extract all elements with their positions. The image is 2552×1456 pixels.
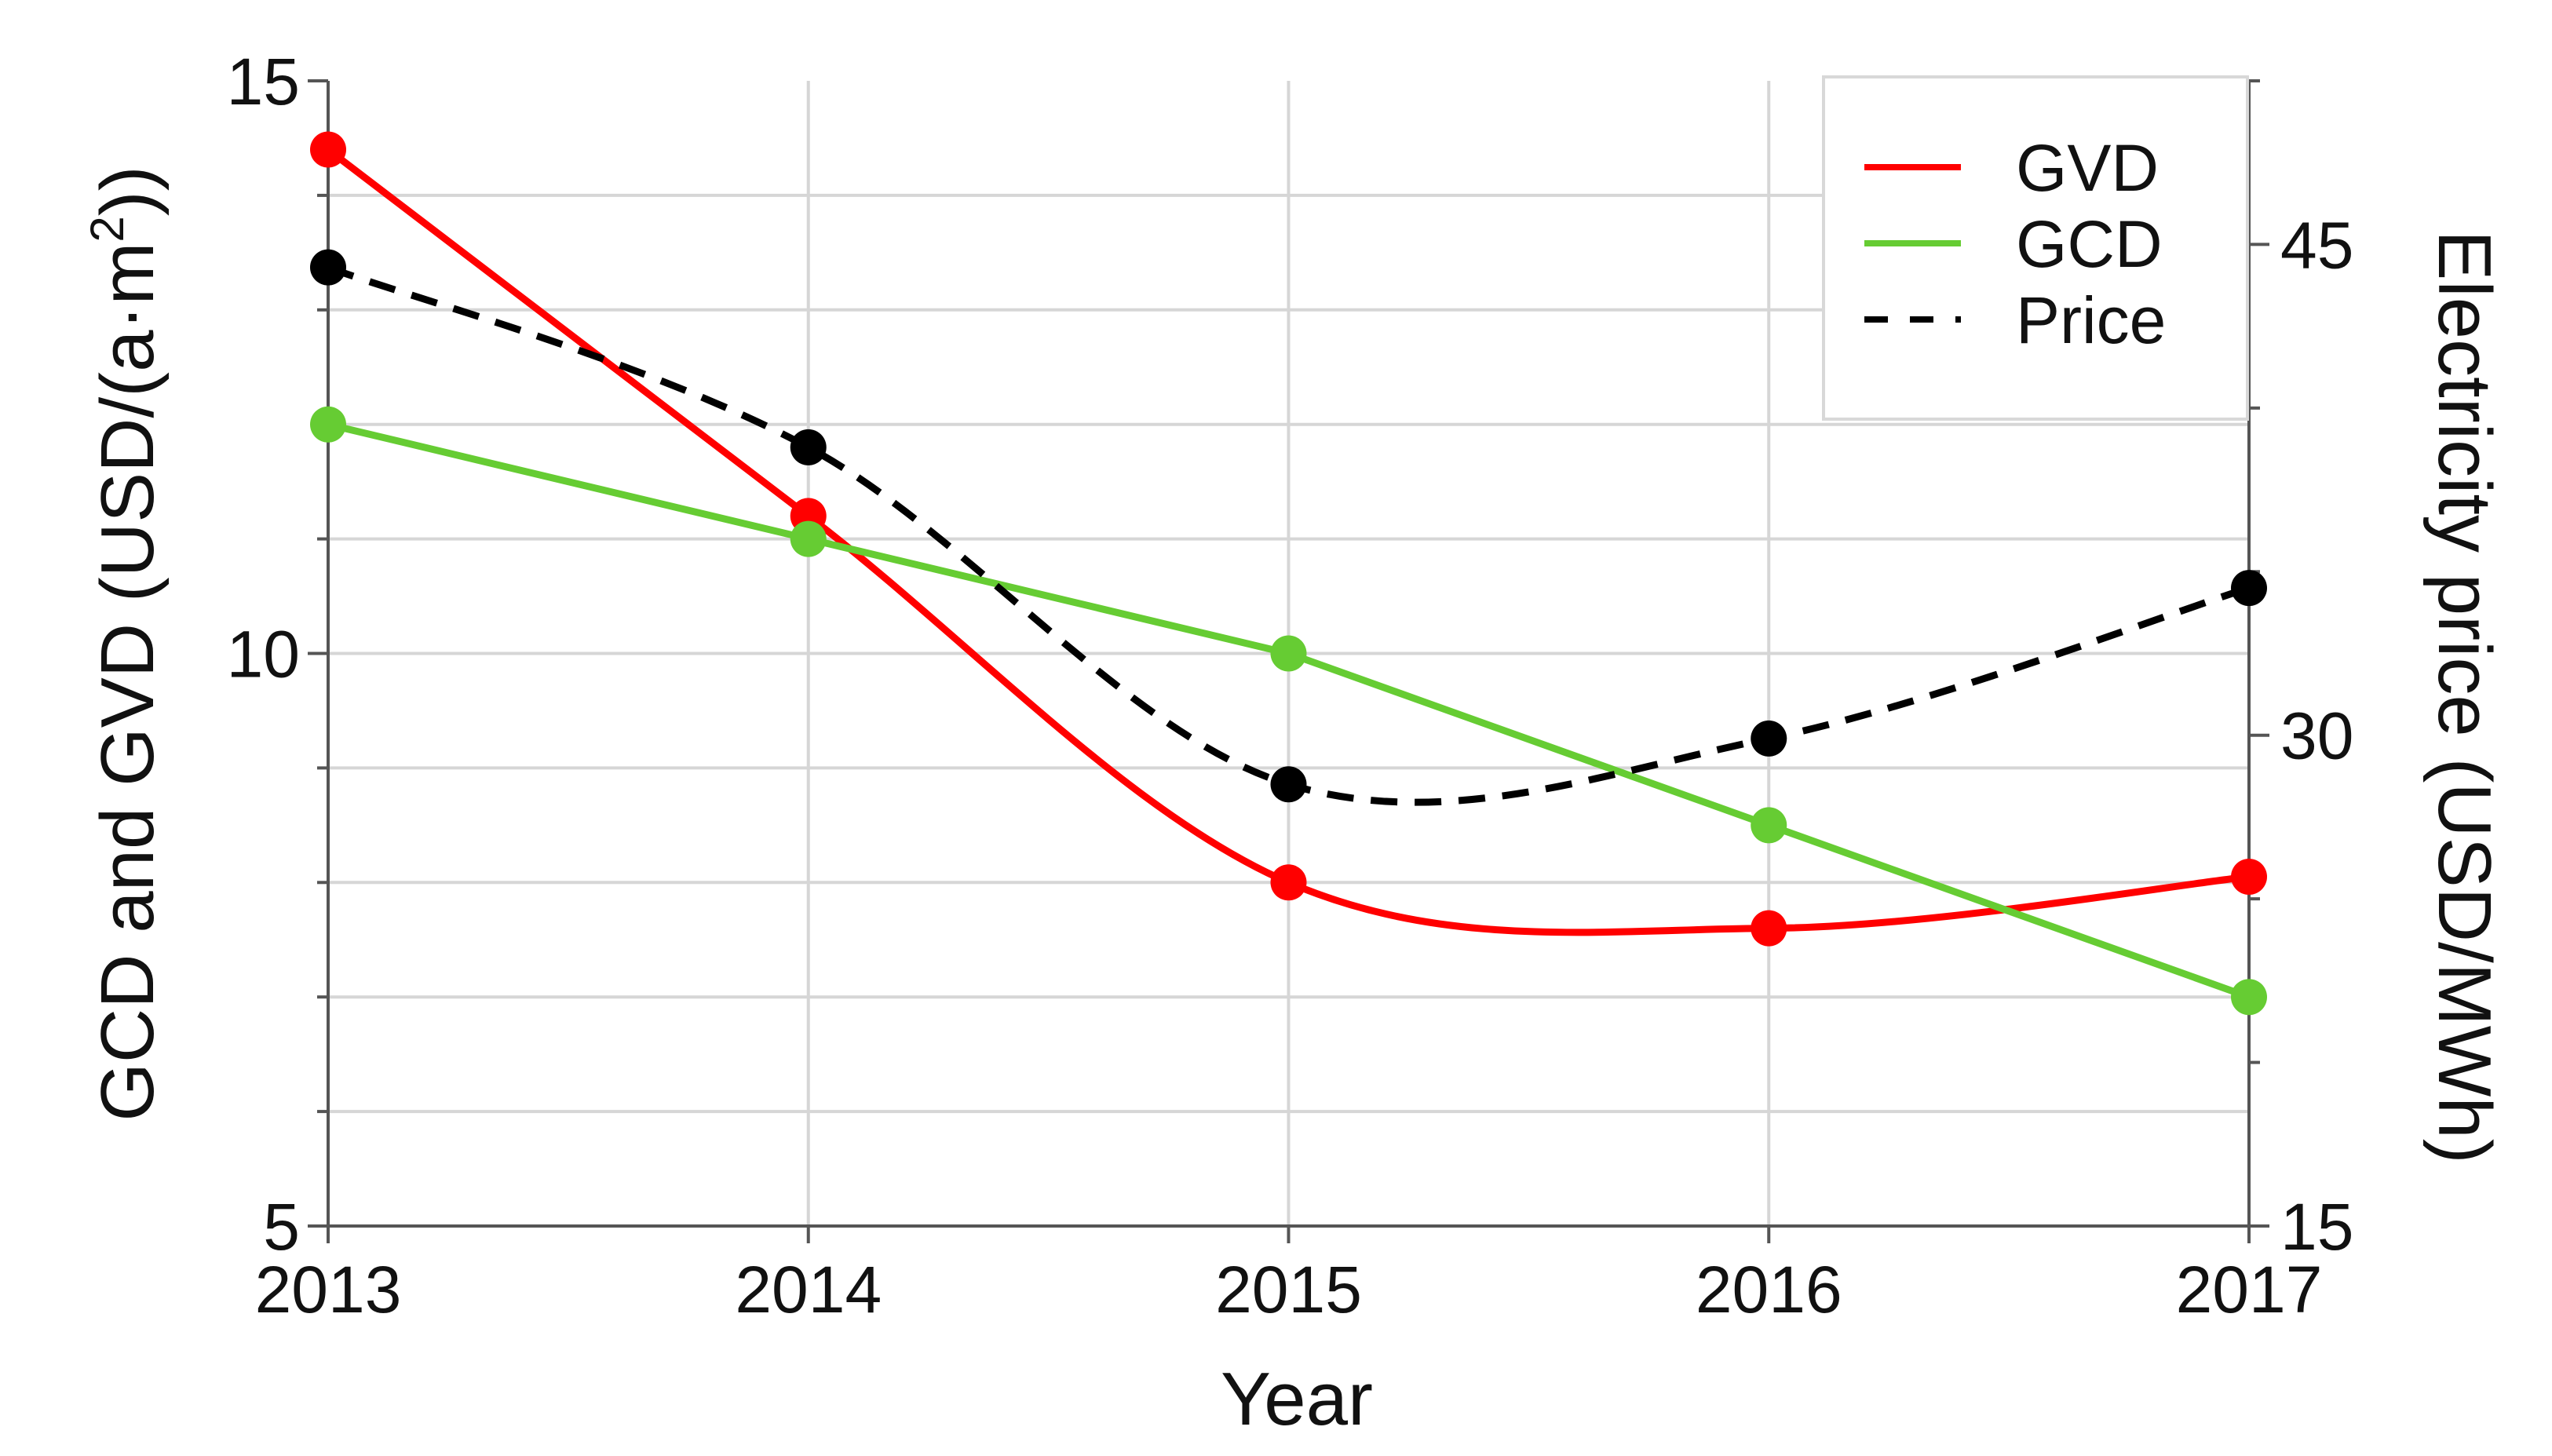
x-tick-label: 2014 <box>735 1253 882 1326</box>
y-left-tick-label: 5 <box>263 1190 300 1264</box>
x-axis-title: Year <box>1221 1357 1373 1441</box>
y-left-tick-label: 10 <box>227 618 300 692</box>
tick-labels: 2013 2014 2015 2016 2017 5 10 15 15 30 45 <box>227 45 2354 1326</box>
data-point-gcd <box>310 406 346 443</box>
data-point-gcd <box>1270 635 1307 672</box>
y-right-axis-title: Electricity price (USD/MWh) <box>2422 230 2506 1163</box>
data-point-gcd <box>2231 979 2267 1016</box>
x-tick-label: 2013 <box>255 1253 402 1326</box>
legend-label-price: Price <box>2016 283 2166 357</box>
x-tick-label: 2015 <box>1215 1253 1362 1326</box>
legend-label-gcd: GCD <box>2016 207 2163 281</box>
data-point-price <box>1751 720 1787 757</box>
data-point-gvd <box>2231 859 2267 896</box>
data-point-price <box>1270 766 1307 803</box>
data-point-gcd <box>790 520 827 557</box>
y-left-axis-title: GCD and GVD (USD/(a·m2)) <box>81 166 170 1121</box>
x-tick-label: 2017 <box>2176 1253 2323 1326</box>
y-right-tick-label: 45 <box>2280 208 2353 282</box>
y-left-title-sup: 2 <box>81 216 133 242</box>
data-point-price <box>790 429 827 465</box>
data-point-price <box>310 249 346 286</box>
y-left-title-end: )) <box>86 166 170 216</box>
y-right-tick-label: 30 <box>2280 699 2353 773</box>
axes <box>308 79 2269 1243</box>
data-point-price <box>2231 570 2267 607</box>
data-point-gvd <box>310 131 346 168</box>
series-lines <box>310 131 2267 1016</box>
data-point-gcd <box>1751 807 1787 844</box>
y-left-title-main: GCD and GVD (USD/(a·m <box>86 243 170 1122</box>
data-point-gvd <box>1270 864 1307 901</box>
y-left-tick-label: 15 <box>227 45 300 119</box>
data-point-gvd <box>1751 910 1787 947</box>
legend-label-gvd: GVD <box>2016 131 2159 205</box>
x-tick-label: 2016 <box>1696 1253 1842 1326</box>
series-line-gvd <box>326 146 2250 936</box>
y-right-tick-label: 15 <box>2280 1190 2353 1264</box>
legend-box <box>1822 75 2249 421</box>
